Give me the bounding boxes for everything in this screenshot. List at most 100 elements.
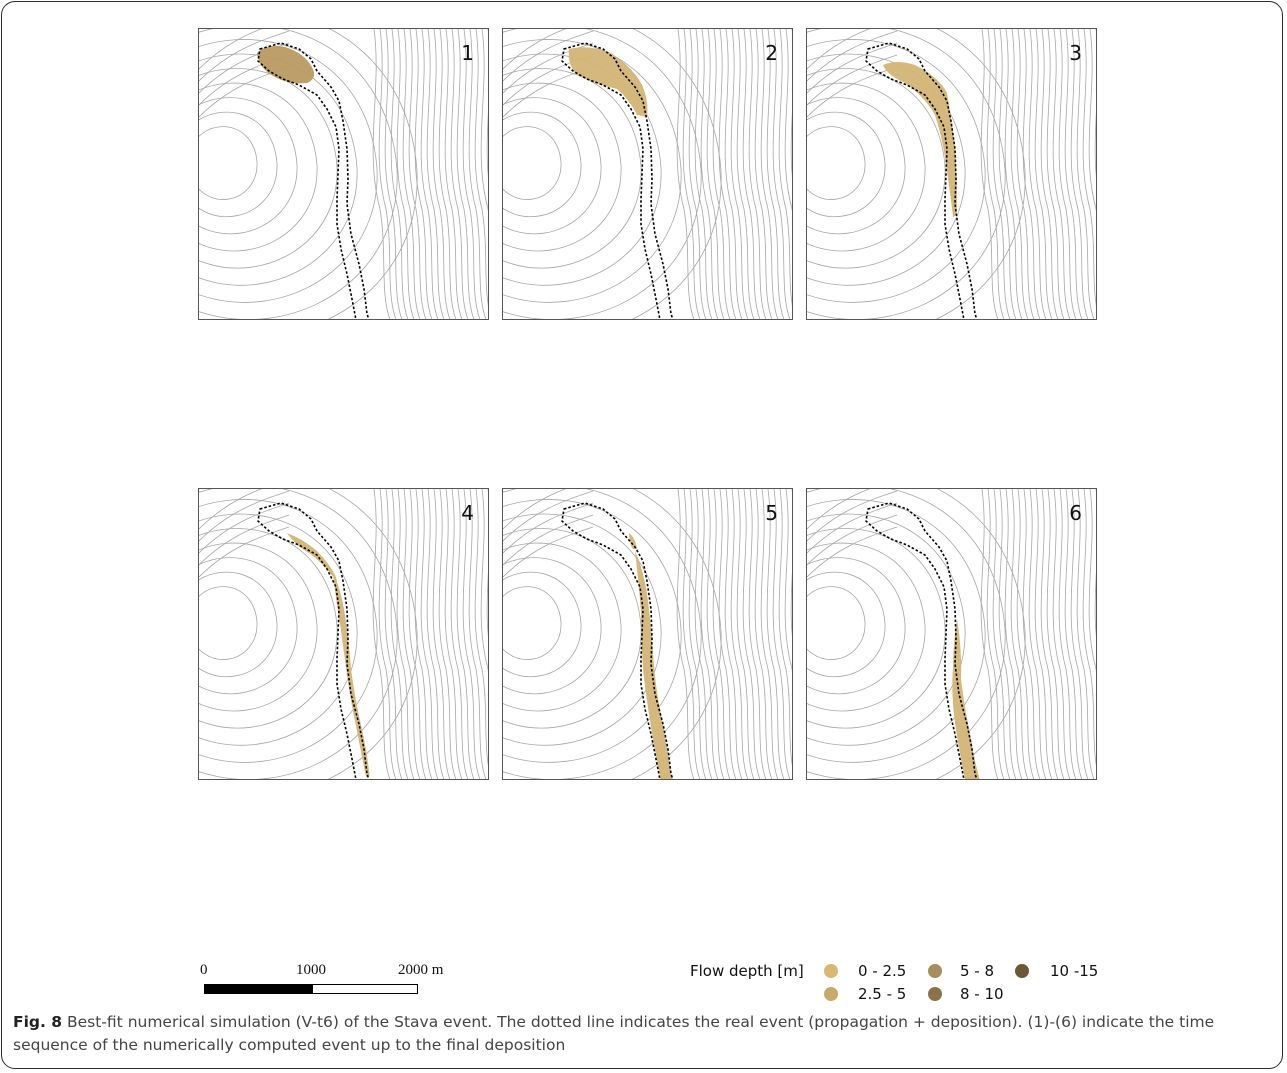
contour-line: [390, 29, 409, 319]
contour-line: [503, 514, 594, 566]
contour-line: [1016, 29, 1035, 319]
map-panel-2: 2: [502, 28, 793, 320]
caption-label: Fig. 8: [13, 1013, 63, 1031]
contour-line: [503, 29, 702, 319]
contour-line: [438, 489, 457, 779]
contour-lines: [503, 489, 792, 779]
map-panel-1: 1: [198, 28, 489, 320]
contour-line: [503, 526, 594, 578]
legend-label-0: 0 - 2.5: [858, 962, 907, 980]
legend-swatch-2: [928, 964, 942, 978]
contour-line: [807, 557, 906, 695]
contour-line: [327, 489, 418, 779]
flow-depth-legend: Flow depth [m] 0 - 2.5 2.5 - 5 5 - 8 8 -…: [690, 960, 1150, 1004]
contour-line: [807, 68, 946, 269]
real-event-outline: [257, 42, 370, 319]
contour-line: [807, 586, 866, 660]
contour-line: [199, 571, 278, 678]
contour-line: [474, 29, 488, 306]
contour-line: [790, 29, 792, 177]
scale-label-0: 0: [200, 962, 208, 978]
contour-line: [1094, 489, 1096, 637]
panel-number: 5: [765, 501, 778, 525]
map-panel-6: 6: [806, 488, 1097, 780]
real-event-outline: [865, 502, 978, 779]
contour-line: [414, 29, 433, 319]
real-event-outline: [865, 42, 978, 319]
contour-line: [378, 29, 397, 319]
panel-number: 6: [1069, 501, 1082, 525]
contour-line: [432, 489, 451, 779]
contour-line: [1022, 489, 1041, 779]
contour-line: [503, 97, 602, 235]
contour-line: [1010, 489, 1029, 779]
contour-line: [503, 557, 602, 695]
contour-line: [1058, 29, 1077, 319]
contour-line: [503, 42, 594, 94]
contour-line: [772, 489, 791, 779]
contour-line: [1064, 489, 1083, 779]
contour-line: [503, 111, 582, 218]
contour-line: [1052, 489, 1071, 779]
contour-line: [807, 489, 1006, 779]
contour-line: [682, 29, 701, 319]
map-panel-4: 4: [198, 488, 489, 780]
contour-line: [1004, 29, 1023, 319]
contour-line: [742, 29, 761, 319]
contour-line: [503, 542, 622, 712]
contour-line: [807, 542, 926, 712]
contour-line: [807, 514, 898, 566]
contour-line: [503, 499, 682, 763]
contour-line: [1028, 489, 1047, 779]
contour-line: [807, 39, 986, 303]
contour-line: [1082, 29, 1096, 306]
scale-segment-black: [204, 984, 312, 994]
flow-deposit: [629, 533, 673, 779]
contour-line: [778, 489, 792, 766]
contour-line: [426, 29, 445, 319]
contour-line: [503, 513, 662, 746]
contour-line: [503, 502, 594, 554]
contour-line: [807, 571, 886, 678]
contour-line: [992, 29, 1011, 319]
contour-line: [444, 29, 463, 319]
contour-line: [1058, 489, 1077, 779]
contour-line: [1052, 29, 1071, 319]
contour-line: [1094, 29, 1096, 177]
contour-line: [1028, 29, 1047, 319]
contour-line: [1076, 29, 1095, 319]
contour-line: [760, 489, 779, 779]
contour-line: [807, 30, 898, 82]
contour-line: [199, 489, 263, 530]
contour-line: [390, 489, 409, 779]
contour-line: [807, 126, 866, 200]
flow-deposit: [952, 619, 980, 779]
contour-line: [450, 29, 469, 319]
contour-line: [199, 502, 290, 554]
scale-segment-white: [312, 984, 418, 994]
contour-line: [807, 54, 898, 106]
contour-line: [1034, 29, 1053, 319]
contour-line: [199, 97, 298, 235]
flow-deposit: [883, 62, 957, 217]
contour-line: [807, 528, 946, 729]
contour-line: [1004, 489, 1023, 779]
contour-line: [432, 29, 451, 319]
legend-swatch-3: [928, 987, 942, 1001]
contour-line: [199, 513, 358, 746]
contour-line: [503, 53, 662, 286]
contour-line: [736, 489, 755, 779]
contour-line: [754, 489, 773, 779]
flow-deposit: [568, 47, 648, 117]
contour-line: [1082, 489, 1096, 766]
contour-line: [503, 528, 642, 729]
contour-line: [986, 489, 1005, 779]
contour-line: [694, 489, 713, 779]
contour-line: [718, 489, 737, 779]
contour-line: [199, 111, 278, 218]
contour-line: [199, 489, 398, 779]
contour-line: [807, 526, 898, 578]
contour-line: [503, 489, 567, 530]
contour-line: [327, 29, 418, 319]
